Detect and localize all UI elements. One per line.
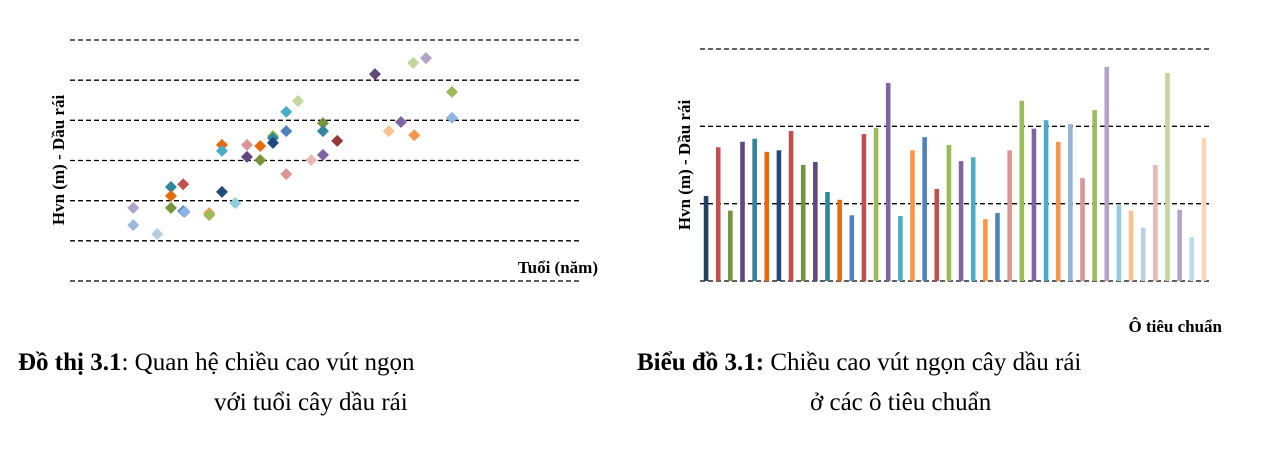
point [291,95,304,108]
x-axis-label: Tuổi (năm) [518,258,598,277]
point [305,154,318,167]
bar [970,157,976,281]
point [266,136,279,149]
bar [788,130,794,281]
caption: Đồ thị 3.1: Quan hệ chiều cao vút ngọn [18,349,415,376]
bar [873,127,879,281]
point [445,85,458,98]
point [280,125,293,138]
bar [1128,210,1134,281]
bar [800,165,806,281]
bar [861,134,867,281]
y-axis-label: Hvn (m) - Dầu rái [675,100,694,231]
bar [983,219,988,281]
bar [1043,120,1049,281]
bar [1201,137,1207,281]
point [229,197,242,210]
bar [752,138,757,281]
point [408,129,421,142]
bar [1007,150,1012,281]
bar [1080,178,1085,281]
point [316,117,329,130]
point [151,228,164,241]
point [368,68,381,81]
caption-label: Biểu đồ 3.1: [637,349,764,376]
bar [995,212,1000,281]
bar [922,137,927,281]
bar [1055,141,1061,281]
bar [825,192,830,281]
point [178,205,191,218]
bar [958,161,964,281]
point [240,150,253,163]
bar [1116,205,1122,281]
point [164,181,177,194]
bar [1153,165,1158,281]
bar [1019,100,1025,282]
point [254,140,267,153]
caption: Biểu đồ 3.1: Chiều cao vút ngọn cây dầu … [637,349,1081,376]
bar [740,141,745,281]
bar [1189,236,1195,281]
point [215,144,228,157]
point [203,209,216,222]
point [382,125,395,138]
point [127,219,140,232]
bar [898,216,903,281]
bar [703,195,709,281]
bar [934,188,940,281]
point [164,201,177,214]
bar [1104,66,1110,281]
y-axis-label: Hvn (m) - Dầu rái [49,95,68,226]
point [215,185,228,198]
point [280,105,293,118]
bar [715,147,721,281]
bar [728,210,733,281]
point [164,189,177,202]
point [316,148,329,161]
bar [813,161,818,281]
point [316,125,329,138]
point [177,178,190,191]
bar [1140,227,1146,281]
bar [837,199,842,281]
point [254,154,267,167]
point [127,201,140,214]
bar [764,151,770,281]
bar [1068,124,1073,281]
caption-line: ở các ô tiêu chuẩn [810,389,992,416]
point [419,52,432,65]
bar [885,83,891,281]
x-axis-label: Ô tiêu chuẩn [1128,317,1222,336]
bar [946,144,952,281]
caption-text: : Quan hệ chiều cao vút ngọn [121,349,414,376]
bar [1165,72,1170,282]
point [280,168,293,181]
caption-line: với tuổi cây dầu rái [214,389,408,416]
bar [910,150,915,281]
point [394,115,407,128]
caption-label: Đồ thị 3.1 [18,349,121,376]
point [331,134,344,147]
bar [1092,110,1097,282]
bar [1031,128,1037,281]
bar [1177,209,1182,281]
bar [776,150,782,281]
point [445,111,458,124]
bar [849,215,855,281]
point [215,138,228,151]
point [407,56,420,69]
caption-text: Chiều cao vút ngọn cây dầu rái [764,349,1081,376]
point [240,138,253,151]
